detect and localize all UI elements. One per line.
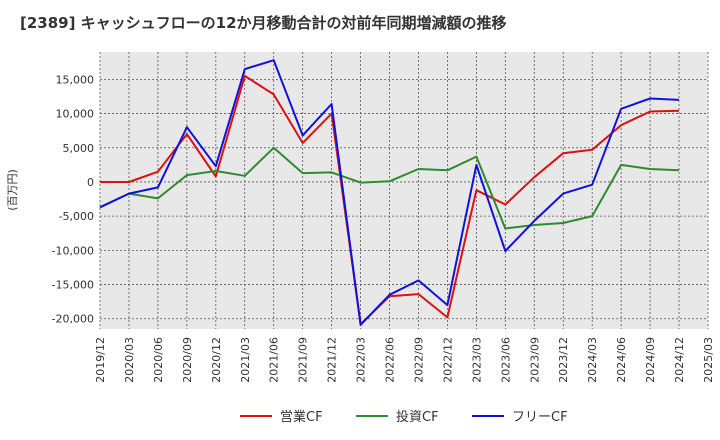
y-axis-label: (百万円) [6, 169, 19, 211]
x-tick-labels: 2019/12 2020/03 2020/06 2020/09 2020/12 2021/… [94, 337, 715, 383]
x-tick-label: 2020/09 [181, 337, 194, 383]
x-tick-label: 2023/06 [499, 337, 512, 383]
x-tick-label: 2020/03 [123, 337, 136, 383]
x-tick-label: 2025/03 [702, 337, 715, 383]
x-tick-label: 2021/06 [268, 337, 281, 383]
y-tick-label: -20,000 [52, 313, 94, 326]
series-line [99, 59, 680, 326]
grid-layer [99, 52, 709, 329]
series-layer [99, 59, 680, 326]
x-tick-label: 2020/12 [210, 337, 223, 383]
series-line [99, 146, 680, 230]
legend-label: フリーCF [512, 410, 568, 425]
y-tick-labels: -20,000 -15,000 -10,000 -5,000 0 5,000 10,000 1… [52, 73, 94, 325]
x-tick-label: 2023/03 [470, 337, 483, 383]
y-tick-label: -5,000 [59, 210, 94, 223]
legend: 営業CF 投資CF フリーCF [240, 409, 568, 425]
y-tick-label: 5,000 [63, 142, 95, 155]
legend-label: 営業CF [280, 409, 323, 425]
y-tick-label: -10,000 [52, 244, 94, 257]
x-tick-label: 2021/09 [297, 337, 310, 383]
x-tick-label: 2022/09 [412, 337, 425, 383]
chart-title: [2389] キャッシュフローの12か月移動合計の対前年同期増減額の推移 [20, 14, 507, 32]
x-tick-label: 2024/06 [615, 337, 628, 383]
y-tick-label: -15,000 [52, 279, 94, 292]
x-tick-label: 2019/12 [94, 337, 107, 383]
x-tick-label: 2020/06 [152, 337, 165, 383]
x-tick-label: 2024/03 [586, 337, 599, 383]
y-tick-label: 0 [87, 176, 94, 189]
x-tick-label: 2022/06 [384, 337, 397, 383]
x-tick-label: 2022/12 [441, 337, 454, 383]
legend-label: 投資CF [396, 409, 439, 425]
x-tick-label: 2021/03 [239, 337, 252, 383]
x-tick-label: 2023/09 [528, 337, 541, 383]
x-tick-label: 2024/09 [644, 337, 657, 383]
y-tick-label: 15,000 [56, 73, 95, 86]
y-tick-label: 10,000 [56, 108, 95, 121]
x-tick-label: 2024/12 [673, 337, 686, 383]
x-tick-label: 2023/12 [557, 337, 570, 383]
x-tick-label: 2021/12 [326, 337, 339, 383]
x-tick-label: 2022/03 [355, 337, 368, 383]
